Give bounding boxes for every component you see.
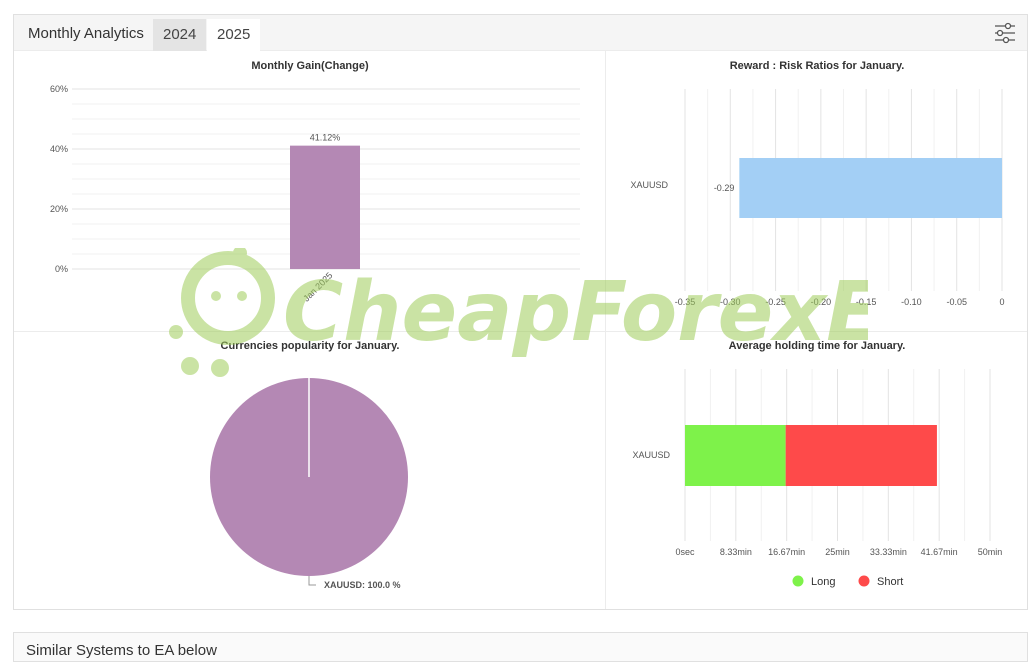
horizontal-divider — [14, 331, 1027, 332]
y-tick-label: XAUUSD — [630, 180, 668, 190]
sliders-icon[interactable] — [993, 22, 1017, 44]
y-tick-label: 40% — [50, 144, 68, 154]
y-tick-label: 0% — [55, 264, 68, 274]
similar-systems-panel: Similar Systems to EA below — [13, 632, 1028, 662]
y-tick-label: 20% — [50, 204, 68, 214]
x-tick-label: -0.35 — [675, 297, 696, 307]
x-tick-label: 0 — [999, 297, 1004, 307]
x-tick-label: 41.67min — [921, 547, 958, 557]
x-tick-label: 8.33min — [720, 547, 752, 557]
legend-marker — [858, 575, 870, 587]
tab-2025[interactable]: 2025 — [207, 19, 261, 51]
short-bar — [785, 425, 937, 486]
holding-time-chart: Average holding time for January. 0sec 8.3… — [606, 331, 1026, 609]
x-tick-label: Jan 2025 — [301, 270, 334, 303]
legend-marker — [792, 575, 804, 587]
long-bar — [685, 425, 786, 486]
x-tick-label: 50min — [978, 547, 1003, 557]
chart-title: Currencies popularity for January. — [221, 340, 400, 352]
x-tick-label: -0.25 — [765, 297, 786, 307]
x-tick-label: 0sec — [675, 547, 695, 557]
pie-label: XAUUSD: 100.0 % — [324, 580, 401, 590]
tab-2024[interactable]: 2024 — [153, 19, 207, 51]
y-tick-label: 60% — [50, 84, 68, 94]
vertical-divider — [605, 51, 606, 609]
pie-label-connector — [308, 576, 316, 586]
x-tick-label: -0.15 — [856, 297, 877, 307]
x-tick-label: -0.30 — [720, 297, 741, 307]
x-tick-label: 16.67min — [768, 547, 805, 557]
y-tick-label: XAUUSD — [632, 450, 670, 460]
chart-title: Reward : Risk Ratios for January. — [730, 60, 905, 72]
data-label: 41.12% — [310, 133, 341, 143]
reward-risk-chart: Reward : Risk Ratios for January. -0.35 -0… — [606, 51, 1026, 331]
panel-title: Monthly Analytics — [28, 25, 144, 42]
chart-title: Monthly Gain(Change) — [251, 60, 369, 72]
x-tick-label: -0.20 — [811, 297, 832, 307]
monthly-gain-chart: Monthly Gain(Change) 0% 20% 40% 60% 41.12% Jan… — [14, 51, 604, 331]
risk-bar — [739, 158, 1002, 218]
x-tick-label: 33.33min — [870, 547, 907, 557]
legend-label: Long — [811, 576, 835, 588]
gain-bar — [290, 145, 360, 269]
legend-label: Short — [877, 576, 903, 588]
x-tick-label: -0.05 — [946, 297, 967, 307]
data-label: -0.29 — [714, 183, 735, 193]
currencies-popularity-chart: Currencies popularity for January. XAUUSD… — [14, 331, 604, 609]
panel-header: Monthly Analytics 2024 2025 — [14, 15, 1027, 51]
x-tick-label: 25min — [825, 547, 850, 557]
chart-title: Average holding time for January. — [729, 340, 906, 352]
x-tick-label: -0.10 — [901, 297, 922, 307]
